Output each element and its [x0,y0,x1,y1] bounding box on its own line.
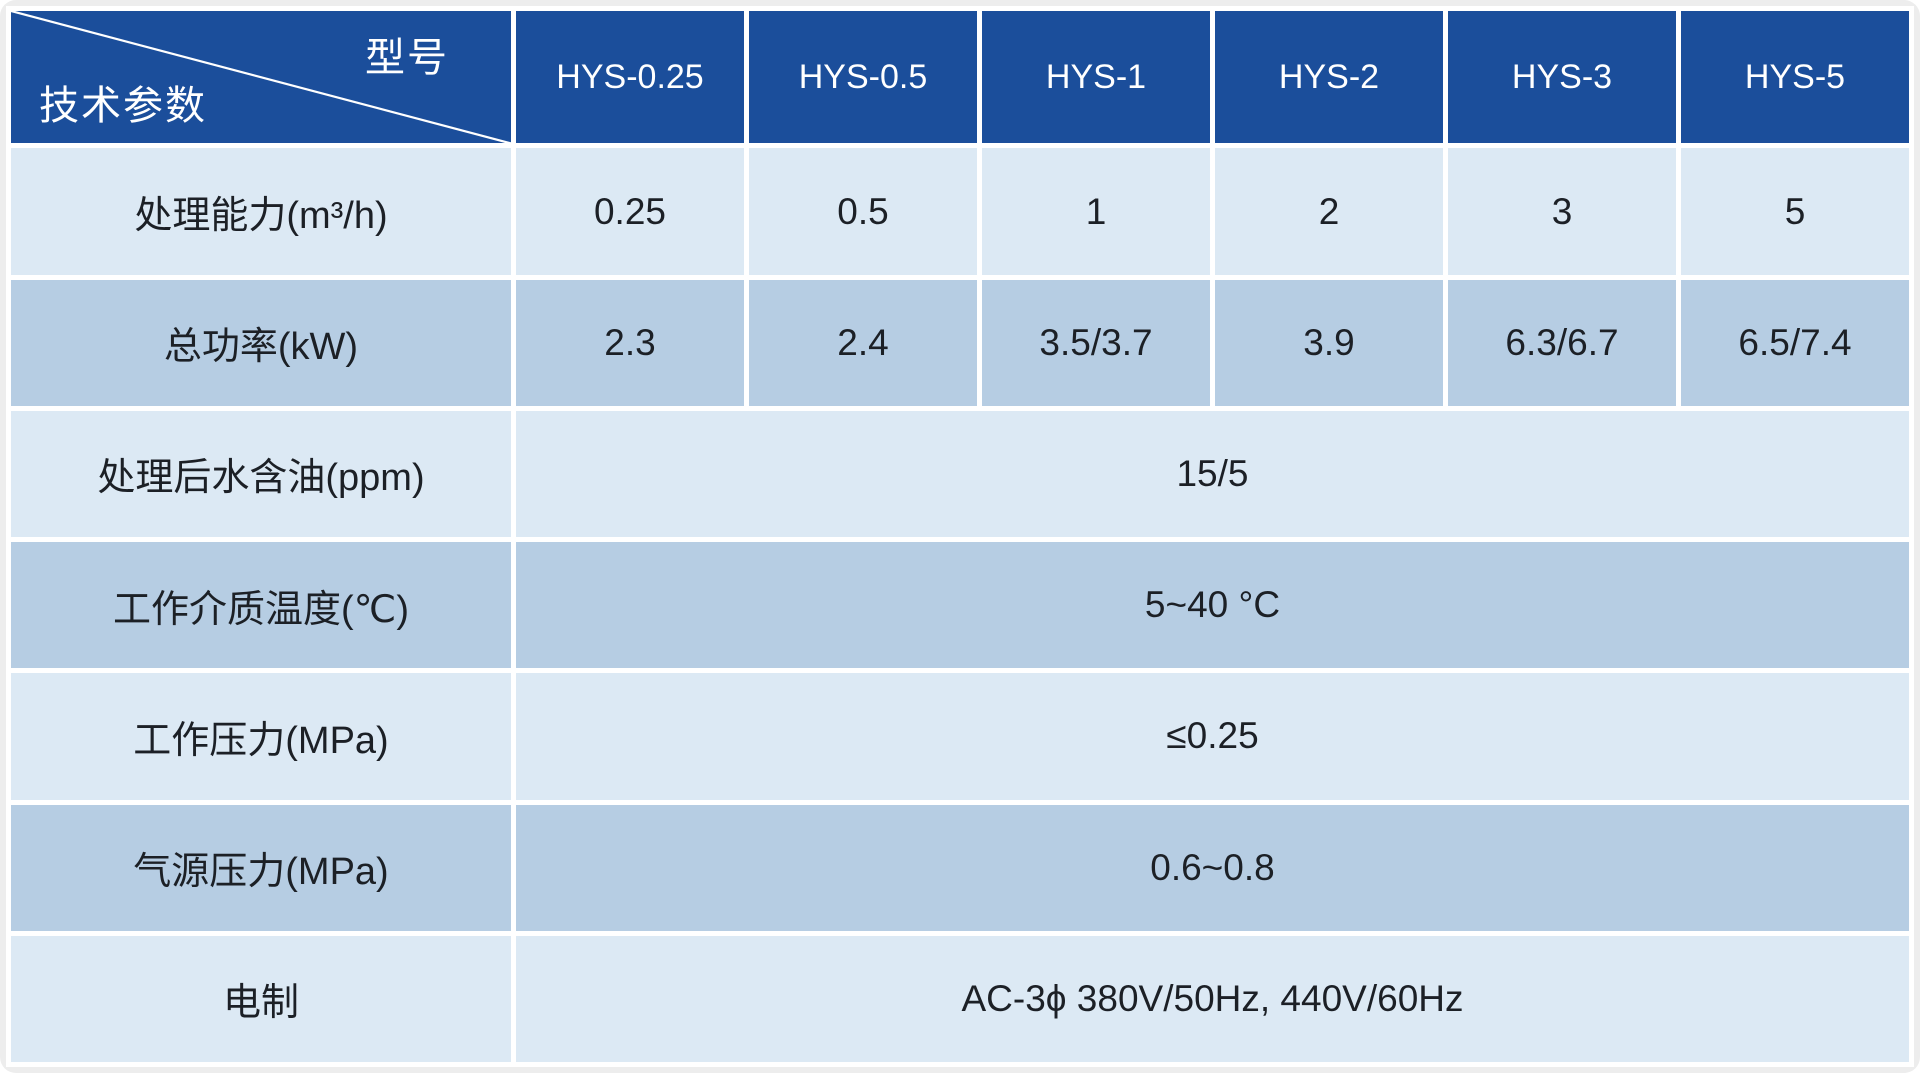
total-power-value: 2.4 [749,279,977,406]
corner-label-parameters: 技术参数 [39,84,207,129]
capacity-value: 0.25 [516,148,744,275]
total-power-value: 3.5/3.7 [982,279,1210,406]
oil-content-merged-value: 15/5 [516,410,1909,538]
row-label-electrical-system: 电制 [11,935,511,1062]
column-header-hys-0-5: HYS-0.5 [749,11,977,144]
capacity-value: 5 [1681,148,1909,275]
table-row-working-pressure: 工作压力(MPa) ≤0.25 [11,673,1909,800]
technical-parameters-table: 型号 技术参数 HYS-0.25 HYS-0.5 HYS-1 HYS-2 HYS… [6,6,1914,1067]
capacity-value: 1 [982,148,1210,275]
corner-header-cell: 型号 技术参数 [11,11,511,144]
column-header-hys-1: HYS-1 [982,11,1210,144]
total-power-value: 2.3 [516,279,744,406]
table-row-air-pressure: 气源压力(MPa) 0.6~0.8 [11,804,1909,931]
row-label-capacity: 处理能力(m³/h) [11,148,511,275]
table-row-total-power: 总功率(kW) 2.3 2.4 3.5/3.7 3.9 6.3/6.7 6.5/… [11,279,1909,406]
air-pressure-merged-value: 0.6~0.8 [516,804,1909,931]
total-power-value: 3.9 [1215,279,1443,406]
table-row-capacity: 处理能力(m³/h) 0.25 0.5 1 2 3 5 [11,148,1909,275]
table-row-medium-temperature: 工作介质温度(℃) 5~40 °C [11,542,1909,669]
column-header-hys-3: HYS-3 [1448,11,1676,144]
column-header-hys-2: HYS-2 [1215,11,1443,144]
row-label-air-pressure: 气源压力(MPa) [11,804,511,931]
column-header-hys-5: HYS-5 [1681,11,1909,144]
electrical-system-merged-value: AC-3ϕ 380V/50Hz, 440V/60Hz [516,935,1909,1062]
table-row-electrical-system: 电制 AC-3ϕ 380V/50Hz, 440V/60Hz [11,935,1909,1062]
total-power-value: 6.5/7.4 [1681,279,1909,406]
header-row: 型号 技术参数 HYS-0.25 HYS-0.5 HYS-1 HYS-2 HYS… [11,11,1909,144]
working-pressure-merged-value: ≤0.25 [516,673,1909,800]
capacity-value: 0.5 [749,148,977,275]
row-label-oil-content: 处理后水含油(ppm) [11,410,511,538]
row-label-total-power: 总功率(kW) [11,279,511,406]
diagonal-divider [11,11,511,143]
column-header-hys-0-25: HYS-0.25 [516,11,744,144]
table-row-oil-content: 处理后水含油(ppm) 15/5 [11,410,1909,538]
total-power-value: 6.3/6.7 [1448,279,1676,406]
medium-temperature-merged-value: 5~40 °C [516,542,1909,669]
corner-label-model: 型号 [365,36,449,80]
capacity-value: 3 [1448,148,1676,275]
capacity-value: 2 [1215,148,1443,275]
row-label-working-pressure: 工作压力(MPa) [11,673,511,800]
row-label-medium-temperature: 工作介质温度(℃) [11,542,511,669]
